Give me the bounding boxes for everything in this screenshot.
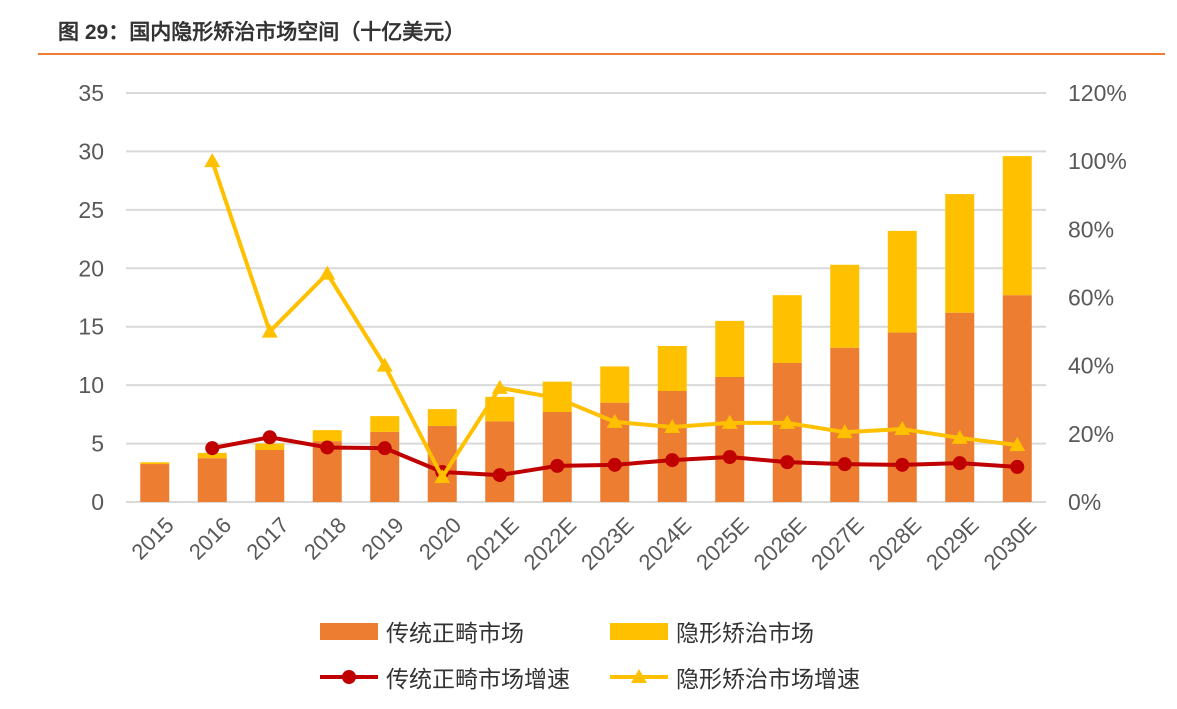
legend-item-traditional: 传统正畸市场 [320, 614, 524, 648]
marker-invisible-growth [721, 414, 738, 429]
y-right-tick-label: 60% [1068, 285, 1114, 311]
legend-line-circle-icon [320, 670, 378, 684]
y-right-tick-label: 40% [1068, 353, 1114, 379]
bar-invisible [427, 409, 457, 427]
marker-traditional-growth [492, 468, 507, 483]
marker-traditional-growth [1010, 459, 1025, 474]
bar-invisible [1002, 156, 1032, 296]
marker-invisible-growth [894, 421, 911, 436]
title-rule [38, 53, 1165, 55]
marker-invisible-growth [1009, 437, 1026, 452]
x-tick-label: 2029E [921, 512, 984, 575]
y-right-tick-label: 20% [1068, 421, 1114, 447]
marker-invisible-growth [779, 414, 796, 429]
bar-invisible [657, 345, 687, 391]
bar-traditional [657, 390, 687, 502]
marker-invisible-growth [434, 469, 451, 484]
bar-traditional [887, 332, 917, 502]
y-left-tick-label: 35 [78, 80, 104, 106]
x-tick-label: 2022E [519, 512, 582, 575]
marker-traditional-growth [320, 440, 335, 455]
legend-label: 隐形矫治市场增速 [676, 666, 860, 692]
x-tick-label: 2026E [749, 512, 812, 575]
marker-traditional-growth [722, 450, 737, 465]
marker-invisible-growth [664, 419, 681, 434]
x-tick-label: 2030E [979, 512, 1042, 575]
y-right-tick-label: 80% [1068, 216, 1114, 242]
bar-traditional [255, 449, 285, 502]
bar-invisible [370, 416, 400, 432]
legend-item-invisible: 隐形矫治市场 [610, 614, 814, 648]
bar-traditional [140, 464, 170, 502]
legend-label: 传统正畸市场 [386, 620, 524, 646]
bar-traditional [945, 312, 975, 502]
y-left-tick-label: 15 [78, 314, 104, 340]
x-tick-label: 2023E [576, 512, 639, 575]
bar-invisible [887, 230, 917, 333]
x-tick-label: 2017 [241, 512, 293, 564]
bar-invisible [945, 194, 975, 313]
bar-invisible [197, 452, 227, 459]
legend-item-traditional-growth: 传统正畸市场增速 [320, 660, 570, 694]
y-right-tick-label: 100% [1068, 148, 1127, 174]
marker-invisible-growth [261, 323, 278, 338]
bar-traditional [197, 458, 227, 502]
y-left-tick-label: 10 [78, 372, 104, 398]
bar-traditional [772, 362, 802, 502]
marker-traditional-growth [262, 430, 277, 445]
marker-invisible-growth [606, 413, 623, 428]
marker-traditional-growth [550, 458, 565, 473]
legend-swatch-invisible [610, 622, 668, 640]
y-left-tick-label: 30 [78, 138, 104, 164]
bar-invisible [255, 443, 285, 450]
marker-traditional-growth [665, 453, 680, 468]
bar-invisible [715, 320, 745, 377]
bar-invisible [140, 462, 170, 465]
x-tick-label: 2020 [414, 512, 466, 564]
legend-line-triangle-icon [610, 669, 668, 683]
marker-invisible-growth [491, 379, 508, 394]
bar-traditional [485, 421, 515, 502]
marker-traditional-growth [780, 455, 795, 470]
legend-swatch-traditional [320, 622, 378, 640]
legend-item-invisible-growth: 隐形矫治市场增速 [610, 660, 860, 694]
marker-invisible-growth [836, 424, 853, 439]
bar-traditional [542, 412, 572, 502]
y-right-tick-label: 0% [1068, 489, 1101, 515]
y-left-tick-label: 25 [78, 197, 104, 223]
marker-invisible-growth [951, 429, 968, 444]
bar-invisible [772, 295, 802, 363]
x-tick-label: 2028E [864, 512, 927, 575]
marker-invisible-growth [549, 390, 566, 405]
marker-invisible-growth [204, 153, 221, 168]
x-tick-label: 2025E [691, 512, 754, 575]
marker-invisible-growth [376, 357, 393, 372]
marker-traditional-growth [952, 456, 967, 471]
y-left-tick-label: 0 [91, 489, 104, 515]
figure-title: 图 29：国内隐形矫治市场空间（十亿美元） [58, 21, 466, 44]
bar-invisible [312, 430, 342, 442]
x-tick-label: 2016 [184, 512, 236, 564]
legend-label: 隐形矫治市场 [676, 620, 814, 646]
marker-traditional-growth [205, 441, 220, 456]
x-tick-label: 2019 [356, 512, 408, 564]
x-tick-label: 2015 [126, 512, 178, 564]
marker-invisible-growth [319, 265, 336, 280]
bar-invisible [600, 366, 630, 403]
marker-traditional-growth [837, 457, 852, 472]
y-left-tick-label: 20 [78, 255, 104, 281]
marker-traditional-growth [377, 441, 392, 456]
x-tick-label: 2027E [806, 512, 869, 575]
bar-traditional [715, 376, 745, 502]
y-left-tick-label: 5 [91, 431, 104, 457]
x-tick-label: 2021E [461, 512, 524, 575]
legend-label: 传统正畸市场增速 [386, 666, 570, 692]
x-tick-label: 2024E [634, 512, 697, 575]
y-right-tick-label: 120% [1068, 80, 1127, 106]
marker-traditional-growth [895, 457, 910, 472]
marker-traditional-growth [607, 457, 622, 472]
bar-invisible [830, 264, 860, 348]
x-tick-label: 2018 [299, 512, 351, 564]
